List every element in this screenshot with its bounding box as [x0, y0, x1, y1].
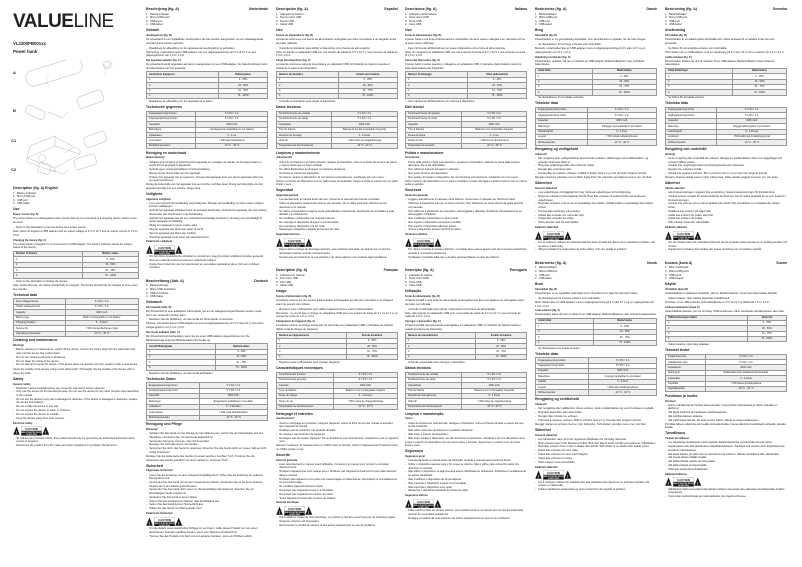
svg-text:CAUTION: CAUTION — [677, 478, 690, 482]
svg-text:CAUTION: CAUTION — [288, 507, 301, 511]
svg-text:CAUTION: CAUTION — [417, 500, 430, 504]
svg-text:CAUTION: CAUTION — [677, 232, 690, 236]
svg-text:CAUTION: CAUTION — [547, 232, 560, 236]
svg-text:CAUTION: CAUTION — [25, 427, 38, 431]
svg-text:CAUTION: CAUTION — [288, 239, 301, 243]
svg-text:CAUTION: CAUTION — [547, 471, 560, 475]
svg-text:VALUELINE: VALUELINE — [13, 11, 114, 32]
svg-text:CAUTION: CAUTION — [158, 518, 171, 522]
svg-text:CAUTION: CAUTION — [158, 246, 171, 250]
svg-text:CAUTION: CAUTION — [417, 239, 430, 243]
